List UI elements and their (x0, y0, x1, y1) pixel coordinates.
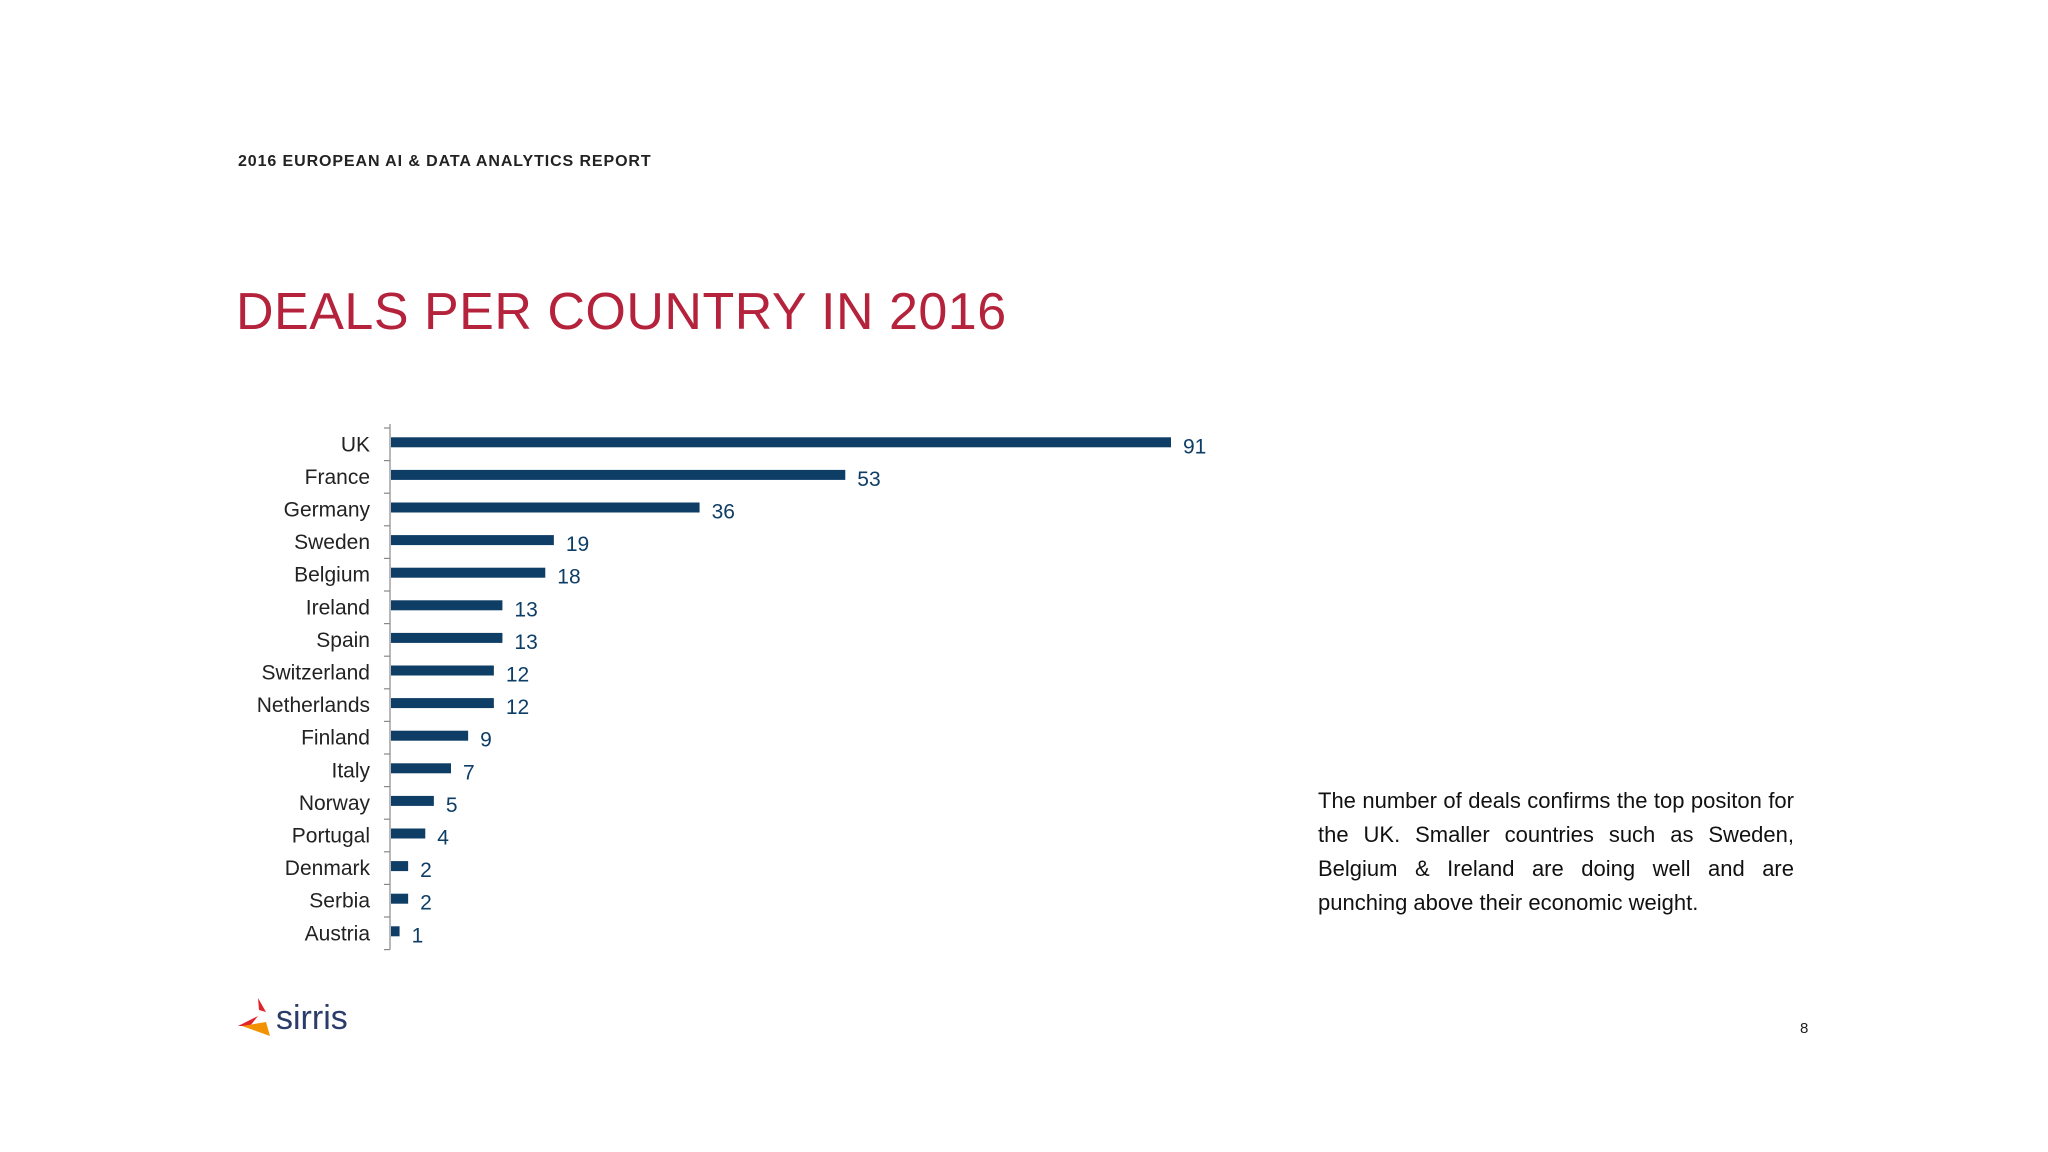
bar (391, 535, 554, 546)
data-label: 36 (712, 501, 735, 524)
bar (391, 632, 503, 643)
bar (391, 600, 503, 611)
data-label: 1 (412, 924, 424, 947)
data-label: 12 (506, 696, 529, 719)
category-label: Germany (284, 499, 371, 522)
category-label: Italy (331, 759, 370, 782)
category-label: Netherlands (257, 694, 370, 717)
category-label: Ireland (306, 596, 370, 619)
bar (391, 893, 409, 904)
category-label: Switzerland (261, 662, 370, 685)
data-label: 7 (463, 761, 475, 784)
report-header: 2016 EUROPEAN AI & DATA ANALYTICS REPORT (238, 153, 652, 170)
data-label: 12 (506, 664, 529, 687)
bar (391, 795, 434, 806)
category-label: Denmark (285, 857, 371, 880)
category-label: UK (341, 433, 370, 456)
data-label: 13 (514, 631, 537, 654)
sirris-logo: sirris (236, 996, 348, 1040)
bar (391, 698, 494, 709)
bar (391, 502, 700, 513)
category-label: Finland (301, 727, 370, 750)
category-label: Belgium (294, 564, 370, 587)
bar (391, 665, 494, 676)
page-number: 8 (1800, 1020, 1809, 1037)
category-label: Austria (305, 922, 371, 945)
category-label: Serbia (309, 890, 370, 913)
data-label: 13 (514, 598, 537, 621)
data-label: 2 (420, 892, 432, 915)
description-text: The number of deals confirms the top pos… (1318, 788, 1794, 915)
category-label: France (305, 466, 370, 489)
data-label: 91 (1183, 435, 1206, 458)
bar (391, 567, 546, 578)
sirris-logo-mark-icon (238, 998, 270, 1036)
bar (391, 437, 1171, 448)
data-label: 9 (480, 729, 492, 752)
page-title: DEALS PER COUNTRY IN 2016 (236, 283, 1007, 341)
bar (391, 861, 409, 872)
data-label: 2 (420, 859, 432, 882)
data-label: 18 (557, 566, 580, 589)
logo-text: sirris (276, 998, 348, 1037)
bar (391, 469, 846, 480)
category-label: Portugal (292, 825, 370, 848)
bar (391, 730, 469, 741)
bar (391, 763, 451, 774)
category-label: Sweden (294, 531, 370, 554)
category-label: Norway (299, 792, 371, 815)
data-label: 53 (857, 468, 880, 491)
data-label: 5 (446, 794, 458, 817)
category-label: Spain (316, 629, 370, 652)
bar (391, 828, 426, 839)
bar (391, 926, 400, 937)
data-label: 4 (437, 827, 449, 850)
data-label: 19 (566, 533, 589, 556)
